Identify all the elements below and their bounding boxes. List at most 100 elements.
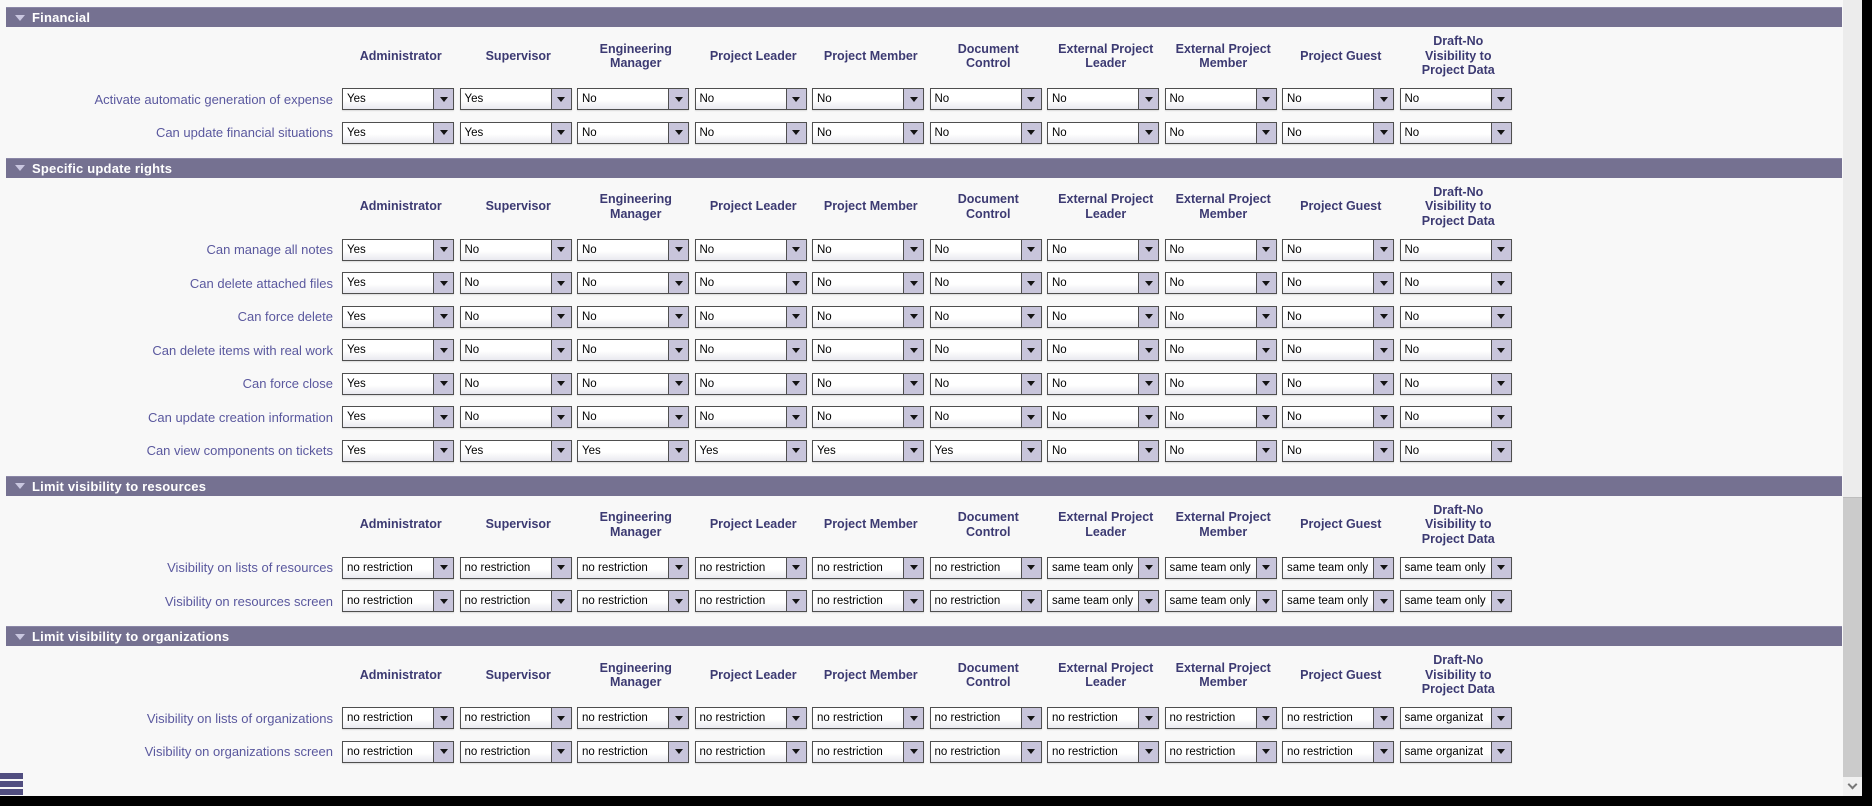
dropdown-arrow-icon[interactable]: [1490, 122, 1511, 143]
dropdown-select[interactable]: no restriction: [929, 707, 1042, 729]
dropdown-select[interactable]: No: [459, 406, 572, 428]
dropdown-select[interactable]: no restriction: [812, 740, 924, 763]
dropdown-select[interactable]: no restriction: [694, 556, 807, 579]
dropdown-select[interactable]: No: [1164, 439, 1277, 462]
dropdown-arrow-icon[interactable]: [550, 89, 571, 109]
dropdown-select[interactable]: No: [1399, 121, 1512, 144]
dropdown-select[interactable]: No: [1399, 372, 1512, 395]
dropdown-arrow-icon[interactable]: [1020, 122, 1041, 143]
dropdown-arrow-icon[interactable]: [903, 708, 923, 728]
dropdown-select[interactable]: Yes: [577, 439, 689, 462]
dropdown-select[interactable]: No: [1047, 121, 1159, 144]
dropdown-select[interactable]: Yes: [342, 439, 454, 462]
dropdown-select[interactable]: No: [577, 339, 689, 361]
dropdown-select[interactable]: No: [1399, 272, 1512, 294]
dropdown-arrow-icon[interactable]: [550, 373, 571, 394]
dropdown-select[interactable]: no restriction: [342, 556, 454, 579]
section-header[interactable]: Limit visibility to resources: [6, 475, 1842, 496]
dropdown-arrow-icon[interactable]: [1490, 557, 1511, 578]
section-header[interactable]: Specific update rights: [6, 157, 1842, 178]
dropdown-select[interactable]: No: [694, 88, 807, 110]
dropdown-arrow-icon[interactable]: [1490, 89, 1511, 109]
dropdown-arrow-icon[interactable]: [1373, 557, 1393, 578]
dropdown-arrow-icon[interactable]: [1020, 239, 1041, 260]
dropdown-select[interactable]: no restriction: [577, 740, 689, 763]
dropdown-select[interactable]: No: [1047, 305, 1159, 328]
dropdown-arrow-icon[interactable]: [550, 557, 571, 578]
dropdown-arrow-icon[interactable]: [1138, 407, 1158, 427]
dropdown-select[interactable]: No: [1399, 339, 1512, 361]
dropdown-select[interactable]: No: [929, 272, 1042, 294]
dropdown-select[interactable]: No: [459, 305, 572, 328]
dropdown-select[interactable]: No: [812, 372, 924, 395]
dropdown-arrow-icon[interactable]: [1020, 591, 1041, 611]
dropdown-select[interactable]: No: [812, 339, 924, 361]
dropdown-arrow-icon[interactable]: [1255, 407, 1276, 427]
dropdown-select[interactable]: No: [694, 121, 807, 144]
dropdown-select[interactable]: No: [1282, 121, 1394, 144]
dropdown-arrow-icon[interactable]: [785, 407, 806, 427]
dropdown-arrow-icon[interactable]: [903, 239, 923, 260]
dropdown-arrow-icon[interactable]: [1373, 708, 1393, 728]
dropdown-select[interactable]: same organizat: [1399, 707, 1512, 729]
dropdown-arrow-icon[interactable]: [550, 708, 571, 728]
dropdown-arrow-icon[interactable]: [785, 89, 806, 109]
dropdown-arrow-icon[interactable]: [1138, 373, 1158, 394]
dropdown-select[interactable]: No: [1399, 238, 1512, 261]
dropdown-select[interactable]: No: [1282, 305, 1394, 328]
dropdown-arrow-icon[interactable]: [785, 239, 806, 260]
dropdown-arrow-icon[interactable]: [550, 407, 571, 427]
dropdown-arrow-icon[interactable]: [668, 708, 688, 728]
dropdown-select[interactable]: No: [812, 121, 924, 144]
dropdown-select[interactable]: No: [577, 121, 689, 144]
dropdown-select[interactable]: No: [1047, 339, 1159, 361]
dropdown-arrow-icon[interactable]: [1020, 306, 1041, 327]
dropdown-arrow-icon[interactable]: [550, 273, 571, 293]
dropdown-select[interactable]: no restriction: [1047, 707, 1159, 729]
dropdown-select[interactable]: no restriction: [459, 707, 572, 729]
dropdown-select[interactable]: No: [1047, 439, 1159, 462]
dropdown-arrow-icon[interactable]: [1373, 591, 1393, 611]
dropdown-select[interactable]: No: [812, 406, 924, 428]
dropdown-arrow-icon[interactable]: [1255, 440, 1276, 461]
dropdown-arrow-icon[interactable]: [1138, 741, 1158, 762]
dropdown-arrow-icon[interactable]: [1020, 440, 1041, 461]
dropdown-select[interactable]: No: [459, 238, 572, 261]
dropdown-select[interactable]: no restriction: [342, 707, 454, 729]
dropdown-select[interactable]: No: [1164, 272, 1277, 294]
dropdown-select[interactable]: No: [1282, 272, 1394, 294]
dropdown-select[interactable]: same team only: [1164, 590, 1277, 612]
dropdown-arrow-icon[interactable]: [1490, 373, 1511, 394]
dropdown-arrow-icon[interactable]: [433, 557, 453, 578]
dropdown-arrow-icon[interactable]: [903, 591, 923, 611]
dropdown-select[interactable]: No: [1047, 406, 1159, 428]
dropdown-arrow-icon[interactable]: [550, 306, 571, 327]
dropdown-arrow-icon[interactable]: [1373, 239, 1393, 260]
dropdown-select[interactable]: No: [459, 372, 572, 395]
dropdown-select[interactable]: No: [577, 88, 689, 110]
dropdown-arrow-icon[interactable]: [903, 89, 923, 109]
dropdown-select[interactable]: Yes: [459, 88, 572, 110]
dropdown-arrow-icon[interactable]: [1255, 306, 1276, 327]
dropdown-arrow-icon[interactable]: [433, 239, 453, 260]
dropdown-arrow-icon[interactable]: [668, 273, 688, 293]
dropdown-arrow-icon[interactable]: [903, 557, 923, 578]
dropdown-arrow-icon[interactable]: [903, 306, 923, 327]
dropdown-arrow-icon[interactable]: [550, 741, 571, 762]
dropdown-select[interactable]: Yes: [812, 439, 924, 462]
dropdown-select[interactable]: No: [812, 238, 924, 261]
dropdown-arrow-icon[interactable]: [668, 373, 688, 394]
dropdown-select[interactable]: Yes: [342, 372, 454, 395]
dropdown-arrow-icon[interactable]: [785, 440, 806, 461]
dropdown-arrow-icon[interactable]: [668, 440, 688, 461]
dropdown-select[interactable]: no restriction: [577, 556, 689, 579]
scrollbar-thumb[interactable]: [1843, 497, 1862, 780]
dropdown-arrow-icon[interactable]: [785, 306, 806, 327]
dropdown-select[interactable]: No: [459, 339, 572, 361]
dropdown-arrow-icon[interactable]: [1490, 440, 1511, 461]
dropdown-select[interactable]: No: [694, 372, 807, 395]
dropdown-select[interactable]: No: [1399, 439, 1512, 462]
dropdown-arrow-icon[interactable]: [903, 741, 923, 762]
dropdown-select[interactable]: Yes: [459, 121, 572, 144]
dropdown-arrow-icon[interactable]: [1255, 239, 1276, 260]
